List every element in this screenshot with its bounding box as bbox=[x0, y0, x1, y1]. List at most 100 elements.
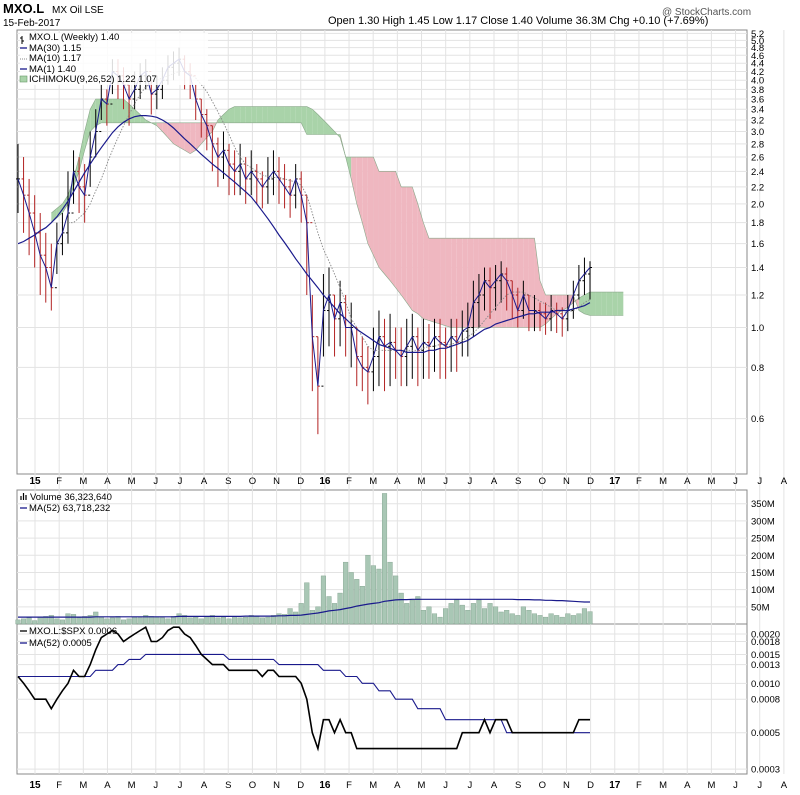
volume-bar bbox=[82, 616, 88, 625]
cloud-bear-segment bbox=[517, 238, 524, 328]
volume-bar bbox=[515, 615, 521, 625]
x-tick-label: M bbox=[418, 780, 426, 791]
x-tick-label: J bbox=[733, 780, 738, 791]
cloud-bear-segment bbox=[512, 238, 518, 328]
volume-bar bbox=[54, 618, 60, 625]
cloud-bear-segment bbox=[573, 295, 579, 311]
x-tick-label: A bbox=[201, 780, 208, 791]
x-tick-label: O bbox=[249, 780, 256, 791]
cloud-bear-segment bbox=[401, 186, 407, 303]
legend-ma10: MA(10) 1.17 bbox=[29, 53, 81, 64]
y-axis-labels: 5.25.04.84.64.44.24.03.83.63.43.23.02.8 2… bbox=[751, 29, 780, 776]
cloud-bull-segment bbox=[617, 292, 624, 316]
volume-bar bbox=[98, 616, 104, 625]
price-bar bbox=[227, 143, 232, 196]
volume-bar bbox=[493, 606, 499, 625]
price-tick-label: 4.0 bbox=[751, 76, 764, 87]
volume-bar bbox=[270, 615, 276, 625]
price-bar bbox=[332, 294, 337, 357]
volume-bar bbox=[354, 579, 360, 625]
price-tick-label: 2.6 bbox=[751, 153, 764, 164]
x-tick-label: J bbox=[178, 780, 183, 791]
cloud-bull-segment bbox=[234, 106, 241, 123]
cloud-bear-segment bbox=[484, 238, 491, 328]
ratio-tick-label: 0.0018 bbox=[751, 637, 780, 648]
cloud-bull-segment bbox=[606, 292, 613, 316]
price-tick-label: 3.6 bbox=[751, 95, 764, 106]
x-tick-label: J bbox=[757, 780, 762, 791]
volume-bar bbox=[248, 615, 254, 625]
price-bar bbox=[376, 310, 381, 387]
volume-bar bbox=[109, 617, 115, 625]
x-tick-label: M bbox=[128, 476, 136, 487]
volume-bar bbox=[204, 616, 210, 625]
cloud-bear-segment bbox=[412, 186, 418, 314]
volume-bar bbox=[71, 614, 77, 625]
cloud-bear-segment bbox=[445, 238, 452, 328]
volume-bar bbox=[504, 610, 510, 625]
volume-bar bbox=[43, 616, 49, 625]
cloud-bear-segment bbox=[362, 157, 368, 244]
ratio-tick-label: 0.0008 bbox=[751, 695, 780, 706]
cloud-bull-segment bbox=[245, 106, 252, 123]
volume-bar bbox=[187, 617, 193, 625]
volume-bar bbox=[470, 603, 476, 625]
volume-bar bbox=[576, 613, 582, 625]
x-tick-label: F bbox=[56, 476, 62, 487]
volume-tick-label: 350M bbox=[751, 499, 775, 510]
cloud-bear-segment bbox=[390, 171, 396, 288]
volume-bar bbox=[254, 616, 260, 625]
x-tick-label: F bbox=[56, 780, 62, 791]
price-tick-label: 1.2 bbox=[751, 291, 764, 302]
cloud-bear-segment bbox=[501, 238, 507, 328]
price-tick-label: 4.6 bbox=[751, 51, 764, 62]
cloud-bull-segment bbox=[301, 106, 307, 135]
cloud-bear-segment bbox=[156, 122, 163, 132]
price-bar bbox=[560, 307, 565, 337]
price-bar bbox=[415, 327, 420, 387]
cloud-bull-segment bbox=[240, 106, 246, 123]
x-tick-label: M bbox=[418, 476, 426, 487]
cloud-bear-segment bbox=[562, 295, 568, 311]
volume-bar bbox=[93, 611, 99, 625]
ratio-legend: MXO.L:$SPX 0.0006 MA(52) 0.0005 bbox=[20, 626, 117, 649]
volume-bar bbox=[548, 613, 554, 625]
cloud-bear-segment bbox=[373, 157, 379, 268]
price-tick-label: 2.8 bbox=[751, 139, 764, 150]
x-tick-label: 15 bbox=[29, 476, 41, 487]
x-tick-label: M bbox=[79, 780, 87, 791]
x-tick-label: 16 bbox=[319, 476, 331, 487]
price-legend: MXO.L (Weekly) 1.40 MA(30) 1.15 MA(10) 1… bbox=[19, 32, 208, 85]
volume-bar bbox=[304, 582, 310, 625]
cloud-bear-segment bbox=[551, 295, 557, 319]
x-tick-label: M bbox=[79, 476, 87, 487]
x-tick-label: D bbox=[297, 780, 304, 791]
x-tick-label: A bbox=[104, 476, 111, 487]
ma30-line bbox=[17, 115, 591, 353]
price-bar bbox=[65, 171, 70, 244]
ichimoku-legend-icon bbox=[19, 75, 28, 83]
volume-bar bbox=[348, 572, 354, 625]
legend-ma1: MA(1) 1.40 bbox=[29, 64, 76, 75]
price-panel-frame bbox=[16, 29, 748, 475]
price-tick-label: 2.2 bbox=[751, 182, 764, 193]
cloud-bull-segment bbox=[123, 99, 130, 123]
legend-volume: Volume 36,323,640 bbox=[30, 492, 112, 503]
volume-bar bbox=[459, 604, 465, 625]
volume-bar bbox=[315, 606, 321, 625]
volume-bar bbox=[226, 618, 232, 625]
price-tick-label: 3.8 bbox=[751, 85, 764, 96]
price-bar bbox=[326, 267, 331, 347]
x-tick-label: J bbox=[733, 476, 738, 487]
x-tick-label: D bbox=[587, 476, 594, 487]
price-bar bbox=[260, 171, 265, 209]
volume-bar bbox=[565, 613, 571, 625]
cloud-bear-segment bbox=[456, 238, 463, 328]
cloud-span-b-line bbox=[51, 122, 624, 316]
x-tick-label: A bbox=[684, 476, 691, 487]
x-tick-label: O bbox=[539, 780, 546, 791]
cloud-bull-segment bbox=[262, 106, 268, 123]
volume-bar bbox=[443, 608, 449, 625]
volume-bar bbox=[126, 618, 132, 625]
volume-bar bbox=[276, 613, 282, 625]
